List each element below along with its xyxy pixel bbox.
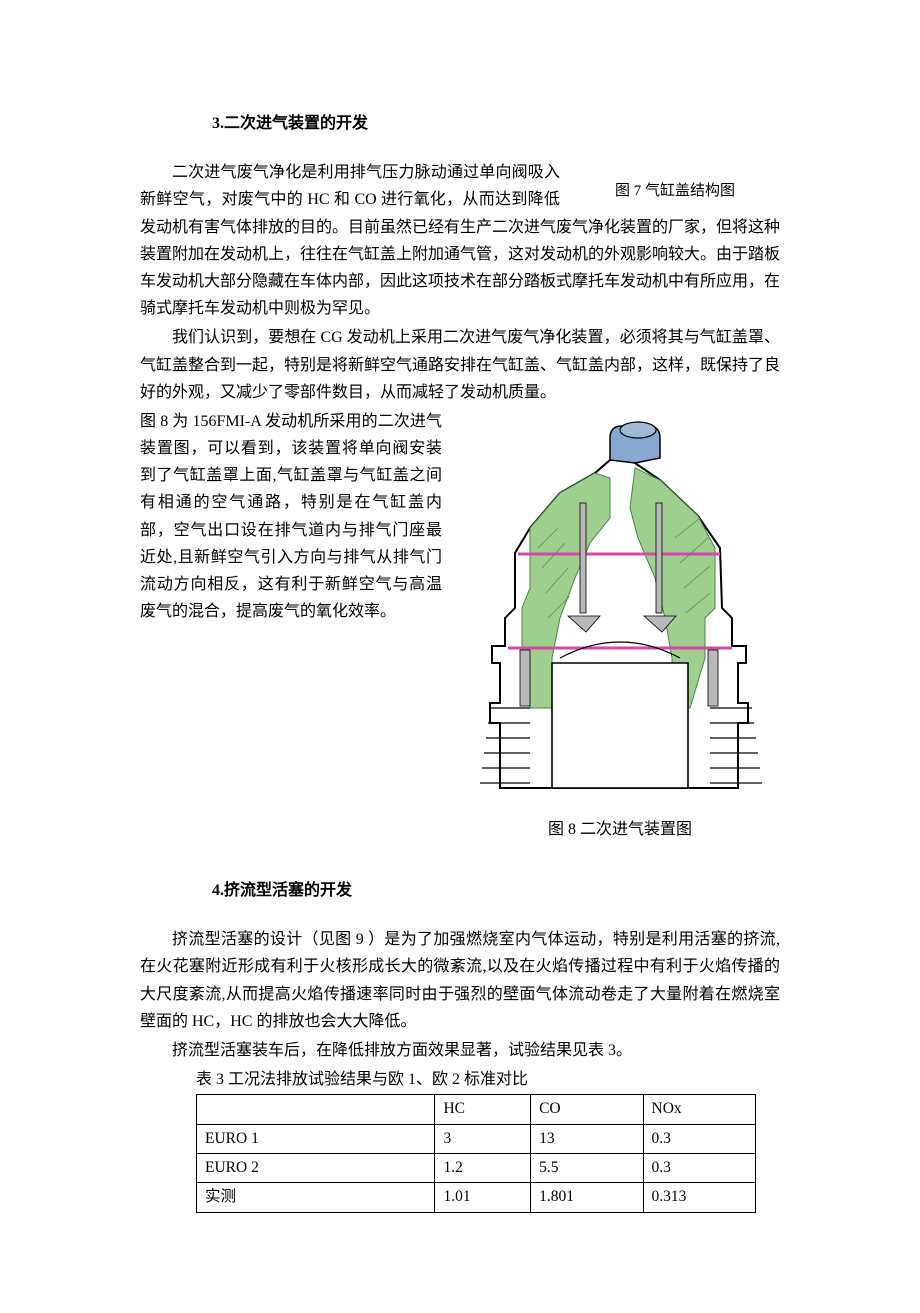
table-row: EURO 1 3 13 0.3: [197, 1124, 756, 1153]
table-cell: 13: [531, 1124, 643, 1153]
table-3-caption: 表 3 工况法排放试验结果与欧 1、欧 2 标准对比: [140, 1066, 780, 1093]
table-row-label: 实测: [197, 1183, 435, 1212]
section-3-heading: 3.二次进气装置的开发: [140, 110, 780, 137]
table-cell: 0.313: [643, 1183, 755, 1212]
table-row: 实测 1.01 1.801 0.313: [197, 1183, 756, 1212]
section-4-number: 4.: [212, 882, 224, 899]
section-3-number: 3.: [212, 115, 224, 132]
table-col-nox: NOx: [643, 1095, 755, 1124]
section-4-paragraph-2: 挤流型活塞装车后，在降低排放方面效果显著，试验结果见表 3。: [140, 1037, 780, 1064]
table-cell: 3: [435, 1124, 531, 1153]
section-3-body: 图 7 气缸盖结构图 二次进气废气净化是利用排气压力脉动通过单向阀吸入新鲜空气，…: [140, 159, 780, 324]
section-4-heading: 4.挤流型活塞的开发: [140, 877, 780, 904]
table-col-blank: [197, 1095, 435, 1124]
section-4-paragraph-1: 挤流型活塞的设计（见图 9 ）是为了加强燃烧室内气体运动，特别是利用活塞的挤流,…: [140, 926, 780, 1035]
table-header-row: HC CO NOx: [197, 1095, 756, 1124]
engine-cross-section-svg: [460, 408, 780, 798]
table-row-label: EURO 1: [197, 1124, 435, 1153]
table-cell: 1.801: [531, 1183, 643, 1212]
figure-7-caption: 图 7 气缸盖结构图: [570, 179, 780, 205]
section-3-fig8-wrap: 图 8 二次进气装置图 图 8 为 156FMI-A 发动机所采用的二次进气装置…: [140, 408, 780, 851]
figure-8-image: [460, 408, 780, 798]
emissions-table: HC CO NOx EURO 1 3 13 0.3 EURO 2 1.2 5.5…: [196, 1094, 756, 1212]
table-cell: 0.3: [643, 1124, 755, 1153]
table-cell: 1.2: [435, 1154, 531, 1183]
table-cell: 0.3: [643, 1154, 755, 1183]
figure-8-block: 图 8 二次进气装置图: [460, 408, 780, 843]
section-4-title: 挤流型活塞的开发: [224, 882, 352, 899]
table-col-co: CO: [531, 1095, 643, 1124]
table-cell: 1.01: [435, 1183, 531, 1212]
section-3-title: 二次进气装置的开发: [224, 115, 368, 132]
section-3-paragraph-2a: 我们认识到，要想在 CG 发动机上采用二次进气废气净化装置，必须将其与气缸盖罩、…: [140, 324, 780, 406]
table-row: EURO 2 1.2 5.5 0.3: [197, 1154, 756, 1183]
table-col-hc: HC: [435, 1095, 531, 1124]
table-cell: 5.5: [531, 1154, 643, 1183]
table-row-label: EURO 2: [197, 1154, 435, 1183]
figure-8-caption: 图 8 二次进气装置图: [460, 816, 780, 843]
